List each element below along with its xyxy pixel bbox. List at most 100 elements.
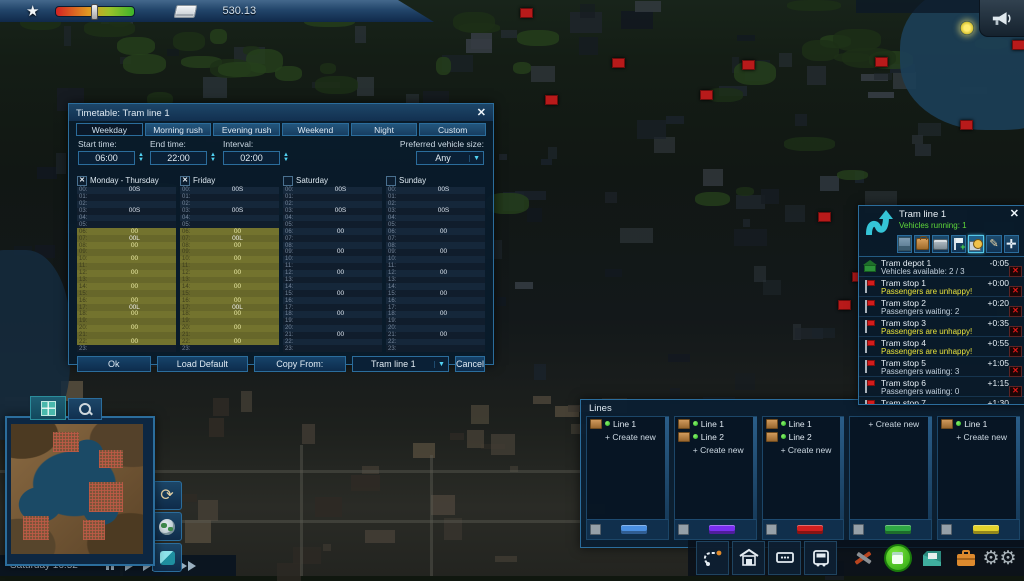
- create-new-line-button[interactable]: + Create new: [692, 445, 744, 455]
- schedule-slot[interactable]: 15: 00: [283, 290, 382, 298]
- end-time-value[interactable]: 22:00: [150, 151, 207, 165]
- schedule-slot[interactable]: 09:: [180, 249, 279, 256]
- schedule-slot[interactable]: 10: 00: [180, 256, 279, 263]
- schedule-slot[interactable]: 07: 00L: [77, 235, 176, 243]
- schedule-slot[interactable]: 19:: [180, 317, 279, 325]
- day-checkbox[interactable]: [386, 175, 396, 186]
- schedule-slot[interactable]: 06: 00: [283, 228, 382, 236]
- stop-list-item[interactable]: Tram stop 5 Passengers waiting: 3 +1:05 ✕: [859, 357, 1024, 377]
- line-item[interactable]: Line 2: [675, 430, 756, 443]
- build-tool-button[interactable]: [848, 542, 879, 574]
- schedule-slot[interactable]: 08:: [386, 242, 485, 250]
- depot-tool-button[interactable]: [732, 541, 765, 575]
- line-item[interactable]: Line 2: [763, 430, 844, 443]
- schedule-slot[interactable]: 00: 00S: [77, 187, 176, 194]
- schedule-slot[interactable]: 10: 00: [77, 256, 176, 263]
- copy-from-button[interactable]: Copy From:: [254, 356, 346, 373]
- schedule-slot[interactable]: 20:: [283, 324, 382, 332]
- schedule-slot[interactable]: 03: 00S: [283, 207, 382, 215]
- ok-button[interactable]: Ok: [77, 356, 151, 373]
- schedule-slot[interactable]: 07: 00L: [180, 235, 279, 243]
- cancel-button[interactable]: Cancel: [454, 356, 485, 373]
- depot-mini-icon[interactable]: [941, 524, 953, 535]
- copy-from-line-dropdown[interactable]: Tram line 1 ▼: [351, 356, 449, 373]
- schedule-slot[interactable]: 13:: [283, 276, 382, 284]
- schedule-slot[interactable]: 11:: [283, 262, 382, 270]
- schedule-slot[interactable]: 12: 00: [180, 269, 279, 277]
- schedule-slot[interactable]: 23:: [180, 345, 279, 353]
- schedule-slot[interactable]: 09: 00: [283, 249, 382, 256]
- minimap[interactable]: [11, 424, 143, 554]
- schedule-slot[interactable]: 08: 00: [180, 242, 279, 250]
- schedule-slot[interactable]: 20:: [386, 324, 485, 332]
- column-scrollbar[interactable]: [1015, 417, 1020, 519]
- depot-list-item[interactable]: Tram depot 1 Vehicles available: 2 / 3 -0:…: [859, 257, 1024, 277]
- slider-knob[interactable]: [90, 3, 98, 20]
- schedule-slot[interactable]: 21: 00: [386, 331, 485, 339]
- schedule-slot[interactable]: 20: 00: [180, 325, 279, 332]
- schedule-slot[interactable]: 13:: [386, 276, 485, 284]
- create-new-line-button[interactable]: + Create new: [868, 419, 920, 429]
- schedule-slot[interactable]: 15:: [180, 290, 279, 298]
- tab-night[interactable]: Night: [350, 123, 418, 136]
- notifications-button[interactable]: [979, 0, 1024, 37]
- schedule-slot[interactable]: 22:: [386, 338, 485, 346]
- schedule-slot[interactable]: 12: 00: [386, 269, 485, 277]
- business-button[interactable]: [950, 542, 981, 574]
- add-stop-button[interactable]: +: [950, 235, 967, 253]
- world-map-button[interactable]: [152, 512, 182, 541]
- schedule-slot[interactable]: 03: 00S: [180, 207, 279, 215]
- trolleybus-icon[interactable]: [709, 525, 736, 534]
- schedule-slot[interactable]: 08:: [283, 242, 382, 250]
- stop-list-item[interactable]: Tram stop 4 Passengers are unhappy! +0:55 ✕: [859, 337, 1024, 357]
- schedule-slot[interactable]: 05:: [283, 221, 382, 229]
- interval-spinner[interactable]: 02:00 ▲ ▼: [223, 151, 289, 165]
- schedule-slot[interactable]: 21: 00: [283, 331, 382, 339]
- schedule-slot[interactable]: 11:: [180, 262, 279, 270]
- schedule-slot[interactable]: 20: 00: [77, 325, 176, 332]
- schedule-slot[interactable]: 18: 00: [180, 311, 279, 318]
- schedule-slot[interactable]: 10:: [386, 255, 485, 263]
- tab-weekday[interactable]: Weekday: [76, 123, 143, 136]
- tab-morning-rush[interactable]: Morning rush: [144, 123, 212, 136]
- column-scrollbar[interactable]: [840, 417, 845, 519]
- spinner-arrows-icon[interactable]: ▲ ▼: [138, 152, 144, 163]
- schedule-slot[interactable]: 18: 00: [386, 311, 485, 318]
- schedule-slot[interactable]: 04:: [283, 214, 382, 222]
- schedule-slot[interactable]: 13:: [77, 276, 176, 284]
- schedule-slot[interactable]: 17:: [283, 304, 382, 312]
- remove-stop-button[interactable]: ✕: [1009, 306, 1022, 317]
- passengers-button[interactable]: [914, 235, 930, 253]
- line-statistics-button[interactable]: [897, 235, 913, 253]
- schedule-slot[interactable]: 01:: [386, 193, 485, 201]
- schedule-slot[interactable]: 18: 00: [283, 311, 382, 318]
- schedule-slot[interactable]: 02:: [283, 200, 382, 208]
- transport-menu-button[interactable]: [882, 542, 913, 574]
- stop-list-item[interactable]: Tram stop 2 Passengers waiting: 2 +0:20 ✕: [859, 297, 1024, 317]
- end-time-spinner[interactable]: 22:00 ▲ ▼: [150, 151, 216, 165]
- schedule-slot[interactable]: 08: 00: [77, 242, 176, 250]
- schedule-slot[interactable]: 00: 00S: [283, 187, 382, 194]
- schedule-slot[interactable]: 05:: [77, 221, 176, 229]
- start-time-value[interactable]: 06:00: [78, 151, 135, 165]
- archive-button[interactable]: [916, 542, 947, 574]
- schedule-slot[interactable]: 14: 00: [77, 283, 176, 291]
- schedule-slot[interactable]: 04:: [386, 214, 485, 222]
- schedule-slot[interactable]: 06: 00: [180, 228, 279, 236]
- schedule-slot[interactable]: 02:: [77, 200, 176, 208]
- schedule-slot[interactable]: 23:: [283, 345, 382, 353]
- line-item[interactable]: Line 1: [763, 417, 844, 430]
- depot-mini-icon[interactable]: [853, 524, 865, 535]
- schedule-slot[interactable]: 11:: [386, 262, 485, 270]
- metro-icon[interactable]: [884, 525, 911, 534]
- remove-stop-button[interactable]: ✕: [1009, 346, 1022, 357]
- search-tab[interactable]: [68, 398, 102, 420]
- depot-mini-icon[interactable]: [677, 524, 689, 535]
- tram-icon[interactable]: [796, 525, 823, 534]
- schedule-slot[interactable]: 02:: [180, 200, 279, 208]
- schedule-slot[interactable]: 10:: [283, 255, 382, 263]
- create-new-line-button[interactable]: + Create new: [605, 432, 656, 442]
- schedule-slot[interactable]: 01:: [283, 193, 382, 201]
- schedule-slot[interactable]: 23:: [386, 345, 485, 353]
- schedule-slot[interactable]: 13:: [180, 276, 279, 284]
